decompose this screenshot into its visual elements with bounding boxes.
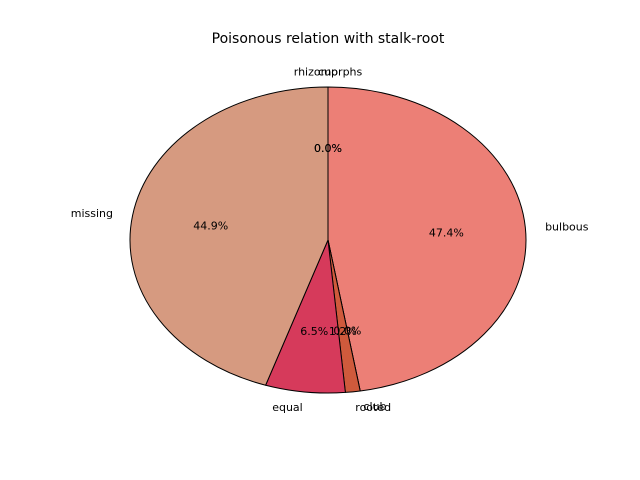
category-label-cup: cup: [318, 66, 338, 79]
category-label-equal: equal: [272, 401, 303, 414]
category-label-club: club: [363, 400, 386, 413]
percent-label-cup: 0.0%: [314, 142, 342, 155]
percent-label-equal: 6.5%: [300, 325, 328, 338]
category-label-bulbous: bulbous: [545, 220, 589, 233]
category-label-rooted: rooted: [355, 401, 391, 414]
category-label-rhizomorphs: rhizomorphs: [294, 66, 363, 79]
pie-slice-missing: [129, 86, 329, 386]
percent-label-bulbous: 47.4%: [429, 227, 464, 240]
pie-slice-bulbous: [327, 86, 527, 392]
percent-label-missing: 44.9%: [193, 219, 228, 232]
percent-label-club: 0.0%: [333, 325, 361, 338]
category-label-missing: missing: [71, 207, 113, 220]
percent-label-rooted: 1.2%: [329, 325, 357, 338]
percent-label-rhizomorphs: 0.0%: [314, 142, 342, 155]
percent-labels: 47.4%0.0%1.2%6.5%44.9%0.0%0.0%: [193, 142, 464, 338]
chart-title: Poisonous relation with stalk-root: [212, 31, 445, 47]
pie-slices: [129, 86, 527, 394]
